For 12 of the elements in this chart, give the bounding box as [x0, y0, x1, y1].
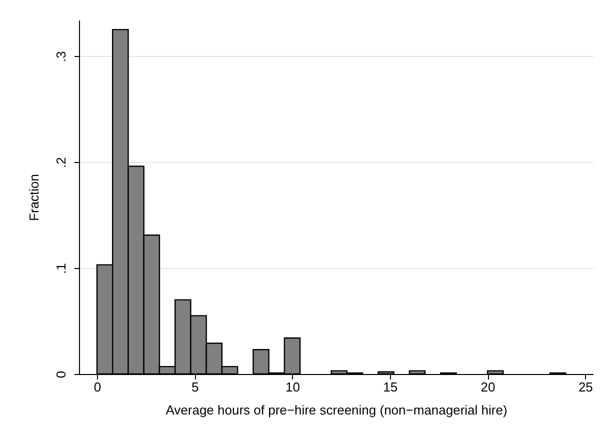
x-axis-title: Average hours of pre−hire screening (non−managerial hire): [166, 402, 508, 418]
y-axis-title: Fraction: [26, 174, 42, 221]
y-tick-label: .2: [54, 157, 68, 168]
y-tick-label: .3: [54, 51, 68, 62]
x-tick-label: 25: [578, 380, 593, 394]
y-tick-label: .1: [54, 263, 68, 274]
x-tick-label: 10: [286, 380, 300, 394]
y-tick-label: 0: [54, 370, 68, 378]
x-tick-label: 15: [383, 380, 398, 394]
x-tick-label: 5: [191, 380, 199, 394]
x-tick-label: 0: [94, 380, 102, 394]
x-tick-label: 20: [480, 380, 496, 394]
